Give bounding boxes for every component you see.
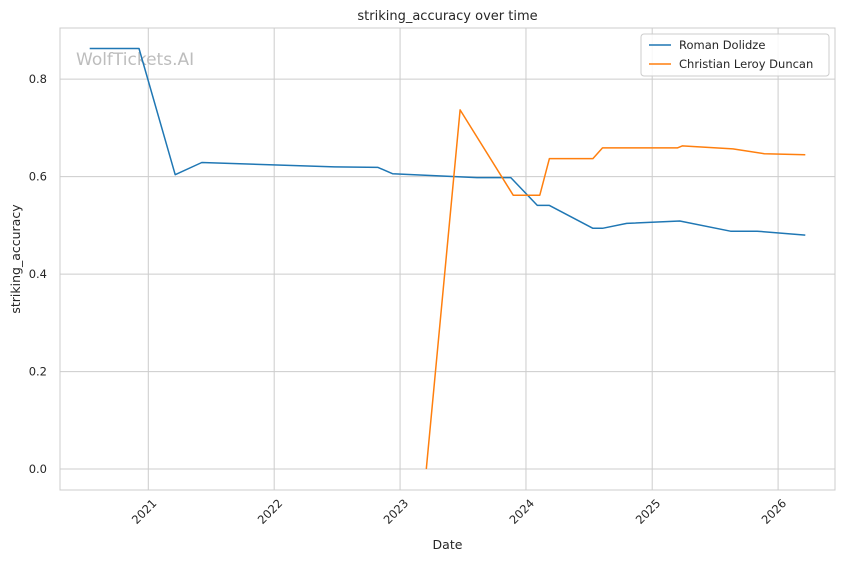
x-axis-ticks: 2021 2022 2023 2024 2025 2026 xyxy=(129,496,789,527)
grid xyxy=(60,28,835,490)
x-tick-label: 2025 xyxy=(633,496,664,527)
y-tick-label: 0.6 xyxy=(29,170,47,184)
x-axis-label: Date xyxy=(433,537,463,552)
y-tick-label: 0.2 xyxy=(29,365,47,379)
legend-label: Roman Dolidze xyxy=(679,38,765,52)
y-axis-label: striking_accuracy xyxy=(8,204,23,314)
y-tick-label: 0.4 xyxy=(29,267,47,281)
series-line-christian-leroy-duncan xyxy=(426,110,805,469)
plot-frame xyxy=(60,28,835,490)
x-tick-label: 2026 xyxy=(759,496,790,527)
x-tick-label: 2022 xyxy=(255,496,286,527)
x-tick-label: 2024 xyxy=(506,496,537,527)
watermark-text: WolfTickets.AI xyxy=(76,50,194,70)
y-tick-label: 0.8 xyxy=(29,72,47,86)
legend-label: Christian Leroy Duncan xyxy=(679,57,813,71)
y-tick-label: 0.0 xyxy=(29,462,47,476)
x-tick-label: 2023 xyxy=(381,496,412,527)
legend: Roman Dolidze Christian Leroy Duncan xyxy=(641,34,829,76)
series-lines xyxy=(90,49,806,470)
y-axis-ticks: 0.0 0.2 0.4 0.6 0.8 xyxy=(29,72,47,476)
chart-title: striking_accuracy over time xyxy=(357,9,537,24)
x-tick-label: 2021 xyxy=(129,496,160,527)
